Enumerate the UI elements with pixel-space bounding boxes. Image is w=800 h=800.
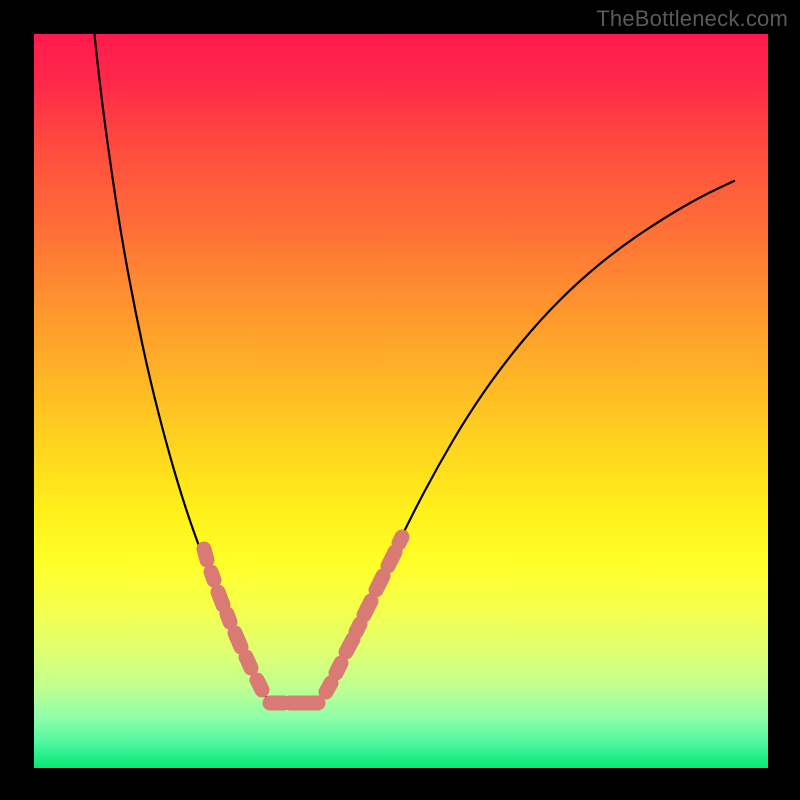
marker [227, 614, 230, 622]
marker [346, 639, 353, 652]
marker [211, 572, 214, 580]
right-curve [318, 181, 734, 703]
marker [399, 537, 402, 543]
markers-group [204, 537, 402, 703]
marker [204, 549, 207, 560]
marker [356, 624, 360, 632]
left-curve [91, 0, 270, 703]
marker [388, 552, 395, 566]
marker [376, 576, 383, 590]
marker [336, 663, 341, 673]
marker [235, 633, 241, 647]
marker [218, 592, 223, 605]
plot-area [34, 34, 768, 768]
marker [257, 680, 262, 690]
marker [326, 683, 331, 692]
marker [246, 657, 251, 668]
marker [364, 601, 371, 615]
chart-curves [34, 34, 768, 768]
watermark-text: TheBottleneck.com [596, 6, 788, 32]
